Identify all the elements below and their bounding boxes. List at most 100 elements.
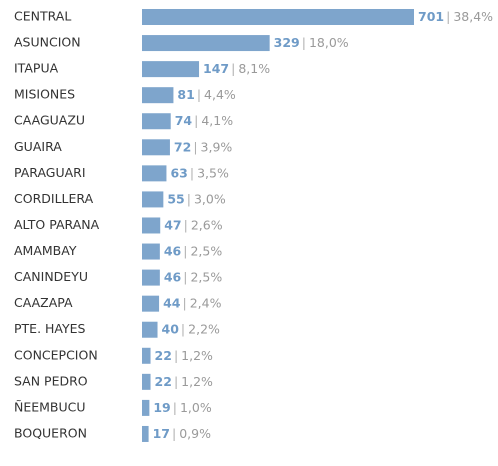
data-label: 147 | 8,1%	[203, 61, 270, 76]
separator: |	[194, 113, 198, 128]
separator: |	[302, 35, 306, 50]
share-label: 18,0%	[309, 35, 349, 50]
bar	[142, 61, 200, 78]
bar	[142, 191, 164, 208]
value-label: 63	[170, 165, 187, 180]
value-label: 74	[175, 113, 193, 128]
data-label: 701 | 38,4%	[418, 9, 493, 24]
data-label: 329 | 18,0%	[274, 35, 349, 50]
data-label: 72 | 3,9%	[174, 139, 233, 154]
share-label: 2,5%	[190, 243, 222, 258]
separator: |	[174, 373, 178, 388]
category-label: CORDILLERA	[14, 191, 94, 206]
category-label: CENTRAL	[14, 9, 71, 24]
separator: |	[193, 139, 197, 154]
share-label: 3,9%	[201, 139, 233, 154]
value-label: 40	[162, 321, 180, 336]
value-label: 72	[174, 139, 191, 154]
data-label: 44 | 2,4%	[163, 295, 222, 310]
value-label: 22	[155, 347, 172, 362]
data-label: 46 | 2,5%	[164, 243, 223, 258]
share-label: 2,6%	[191, 217, 223, 232]
category-label: SAN PEDRO	[14, 373, 88, 388]
category-label: ALTO PARANA	[14, 217, 100, 232]
separator: |	[182, 295, 186, 310]
category-label: CAAGUAZU	[14, 113, 85, 128]
bar	[142, 295, 160, 312]
share-label: 8,1%	[238, 61, 270, 76]
value-label: 46	[164, 269, 182, 284]
value-label: 329	[274, 35, 300, 50]
bar	[142, 399, 150, 416]
separator: |	[197, 87, 201, 102]
value-label: 147	[203, 61, 229, 76]
share-label: 3,5%	[197, 165, 229, 180]
bar	[142, 373, 151, 390]
data-label: 47 | 2,6%	[164, 217, 223, 232]
bar	[142, 243, 160, 260]
separator: |	[172, 425, 176, 440]
bar	[142, 139, 170, 156]
category-label: MISIONES	[14, 87, 75, 102]
category-label: ITAPUA	[14, 61, 59, 76]
value-label: 19	[153, 399, 170, 414]
share-label: 3,0%	[194, 191, 226, 206]
share-label: 2,2%	[188, 321, 220, 336]
category-label: PARAGUARI	[14, 165, 86, 180]
value-label: 47	[164, 217, 181, 232]
share-label: 38,4%	[453, 9, 493, 24]
bar	[142, 165, 167, 182]
share-label: 2,4%	[190, 295, 222, 310]
category-label: ÑEEMBUCU	[14, 399, 86, 414]
value-label: 701	[418, 9, 444, 24]
bar	[142, 269, 160, 286]
bar	[142, 321, 158, 338]
separator: |	[173, 399, 177, 414]
category-label: BOQUERON	[14, 425, 87, 440]
share-label: 4,4%	[204, 87, 236, 102]
data-label: 17 | 0,9%	[153, 425, 212, 440]
bar	[142, 425, 149, 442]
data-label: 40 | 2,2%	[162, 321, 221, 336]
bar	[142, 217, 161, 234]
share-label: 0,9%	[179, 425, 211, 440]
separator: |	[190, 165, 194, 180]
share-label: 2,5%	[190, 269, 222, 284]
separator: |	[184, 217, 188, 232]
category-label: PTE. HAYES	[14, 321, 86, 336]
separator: |	[183, 269, 187, 284]
bar	[142, 35, 270, 52]
data-label: 22 | 1,2%	[155, 347, 214, 362]
data-label: 63 | 3,5%	[170, 165, 229, 180]
share-label: 4,1%	[201, 113, 233, 128]
value-label: 46	[164, 243, 182, 258]
value-label: 44	[163, 295, 181, 310]
value-label: 81	[177, 87, 194, 102]
bar	[142, 347, 151, 364]
data-label: 19 | 1,0%	[153, 399, 212, 414]
bar	[142, 87, 174, 104]
bar	[142, 9, 414, 25]
bar	[142, 113, 171, 130]
share-label: 1,0%	[180, 399, 212, 414]
category-label: GUAIRA	[14, 139, 62, 154]
separator: |	[181, 321, 185, 336]
data-label: 55 | 3,0%	[167, 191, 226, 206]
data-label: 74 | 4,1%	[175, 113, 234, 128]
separator: |	[187, 191, 191, 206]
value-label: 22	[155, 373, 172, 388]
share-label: 1,2%	[181, 347, 213, 362]
data-label: 81 | 4,4%	[177, 87, 236, 102]
separator: |	[183, 243, 187, 258]
separator: |	[174, 347, 178, 362]
share-label: 1,2%	[181, 373, 213, 388]
data-label: 46 | 2,5%	[164, 269, 223, 284]
category-label: AMAMBAY	[14, 243, 77, 258]
value-label: 55	[167, 191, 184, 206]
separator: |	[231, 61, 235, 76]
category-label: CANINDEYU	[14, 269, 88, 284]
category-label: CONCEPCION	[14, 347, 98, 362]
category-label: CAAZAPA	[14, 295, 73, 310]
value-label: 17	[153, 425, 170, 440]
